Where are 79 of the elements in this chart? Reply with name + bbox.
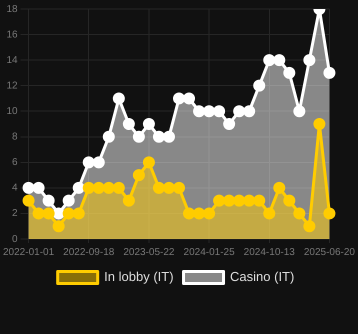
point	[223, 118, 236, 130]
point	[52, 207, 65, 220]
point	[273, 182, 286, 194]
y-tick-label: 2	[12, 208, 18, 220]
point	[32, 207, 45, 220]
point	[72, 207, 85, 220]
x-tick-label: 2024-10-13	[244, 246, 296, 258]
point	[243, 194, 256, 207]
point	[233, 105, 246, 118]
y-tick-label: 6	[12, 157, 18, 168]
x-tick-label: 2025-06-20	[304, 246, 356, 258]
legend-label: Casino (IT)	[230, 269, 294, 284]
point	[293, 207, 306, 220]
point	[122, 194, 135, 207]
point	[193, 207, 206, 220]
x-tick-label: 2024-01-25	[184, 246, 236, 258]
point	[323, 66, 336, 79]
point	[72, 182, 85, 194]
point	[132, 130, 145, 143]
point	[52, 220, 65, 232]
y-tick-label: 4	[12, 182, 18, 194]
point	[283, 194, 296, 207]
y-tick-label: 14	[6, 54, 18, 66]
point	[173, 182, 185, 194]
y-tick-label: 0	[12, 234, 18, 245]
point	[92, 182, 105, 194]
point	[203, 207, 216, 220]
y-tick-label: 8	[12, 132, 18, 143]
point	[273, 54, 286, 66]
point	[162, 182, 175, 194]
legend-label: In lobby (IT)	[104, 269, 174, 284]
point	[253, 194, 266, 207]
x-tick-label: 2022-09-18	[63, 246, 115, 258]
point	[32, 182, 45, 194]
point	[42, 194, 55, 207]
point	[203, 105, 216, 118]
point	[313, 118, 326, 130]
point	[183, 207, 196, 220]
point	[323, 207, 336, 220]
point	[102, 130, 115, 143]
point	[193, 105, 206, 118]
point	[152, 130, 165, 143]
point	[243, 105, 256, 118]
point	[213, 194, 226, 207]
point	[42, 207, 55, 220]
point	[82, 182, 95, 194]
point	[303, 54, 316, 66]
point	[62, 207, 75, 220]
y-tick-label: 18	[6, 4, 18, 15]
x-tick-label: 2023-05-22	[123, 246, 175, 258]
point	[162, 130, 175, 143]
point	[213, 105, 226, 118]
point	[22, 194, 35, 207]
point	[112, 182, 125, 194]
point	[263, 207, 276, 220]
point	[132, 169, 145, 182]
point	[112, 92, 125, 104]
point	[283, 66, 296, 79]
point	[233, 194, 246, 207]
point	[173, 92, 185, 104]
point	[22, 182, 35, 194]
point	[223, 194, 236, 207]
point	[142, 156, 155, 168]
point	[102, 182, 115, 194]
point	[293, 105, 306, 118]
x-tick-label: 2022-01-01	[3, 246, 55, 258]
point	[303, 220, 316, 232]
point	[82, 156, 95, 168]
point	[62, 194, 75, 207]
point	[253, 80, 266, 92]
y-tick-label: 12	[6, 80, 18, 92]
point	[183, 92, 196, 104]
point	[152, 182, 165, 194]
point	[142, 118, 155, 130]
y-tick-label: 16	[6, 29, 18, 40]
point	[122, 118, 135, 130]
point	[263, 54, 276, 66]
point	[92, 156, 105, 168]
y-tick-label: 10	[6, 106, 18, 117]
